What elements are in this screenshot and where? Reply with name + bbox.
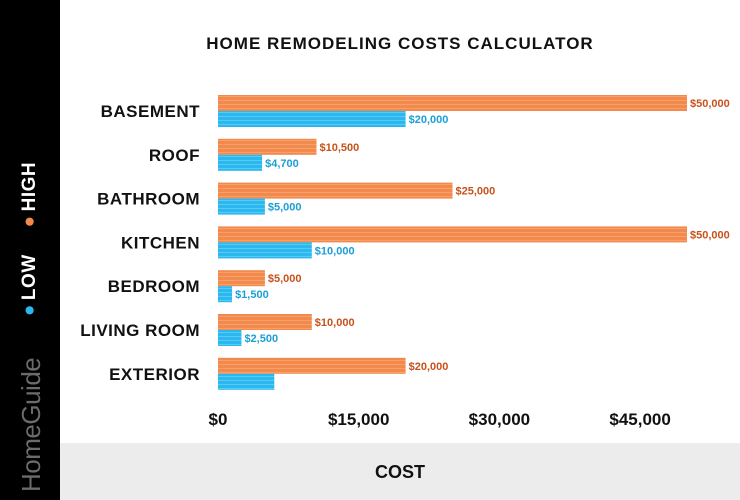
category-label-bedroom: BEDROOM	[108, 277, 200, 296]
bar-high-bathroom	[218, 182, 453, 199]
chart-title: HOME REMODELING COSTS CALCULATOR	[206, 34, 594, 53]
value-label-low-living-room: $2,500	[244, 333, 278, 345]
value-label-high-living-room: $10,000	[315, 317, 355, 329]
value-label-low-bedroom: $1,500	[235, 289, 269, 301]
x-tick-label: $45,000	[609, 410, 670, 429]
sidebar: ● LOW ● HIGH HomeGuide	[0, 0, 60, 500]
bar-high-kitchen	[218, 226, 687, 243]
category-labels: BASEMENT ROOF BATHROOM KITCHEN BEDROOM LIVING…	[80, 102, 201, 384]
value-label-low-kitchen: $10,000	[315, 245, 355, 257]
bar-low-living-room	[218, 330, 242, 346]
value-label-low-basement: $20,000	[409, 114, 449, 126]
bar-low-basement	[218, 111, 406, 127]
value-label-high-basement: $50,000	[690, 98, 730, 110]
value-label-high-bedroom: $5,000	[268, 273, 302, 285]
x-axis-title-band: COST	[60, 443, 740, 500]
bar-low-roof	[218, 154, 263, 171]
value-label-low-bathroom: $5,000	[268, 202, 302, 214]
value-label-low-roof: $4,700	[265, 158, 299, 170]
category-label-kitchen: KITCHEN	[121, 233, 200, 252]
category-label-roof: ROOF	[149, 146, 200, 165]
x-tick-label: $30,000	[469, 410, 530, 429]
bar-high-bedroom	[218, 270, 265, 287]
bar-low-bedroom	[218, 286, 233, 303]
x-tick-label: $0	[209, 410, 228, 429]
value-label-high-exterior: $20,000	[409, 361, 449, 373]
category-label-basement: BASEMENT	[101, 102, 201, 121]
bar-low-bathroom	[218, 198, 265, 215]
bars-group: $50,000 $20,000 $10,500 $4,700 $25,000 $5,000…	[218, 95, 730, 390]
x-tick-label: $15,000	[328, 410, 389, 429]
bar-low-exterior	[218, 373, 275, 390]
bar-high-roof	[218, 138, 317, 155]
value-label-high-roof: $10,500	[319, 142, 359, 154]
bar-high-living-room	[218, 314, 312, 330]
x-axis-ticks: $0 $15,000 $30,000 $45,000	[209, 410, 671, 429]
category-label-exterior: EXTERIOR	[109, 365, 200, 384]
category-label-living-room: LIVING ROOM	[80, 321, 200, 340]
value-label-high-bathroom: $25,000	[456, 186, 496, 198]
bar-high-basement	[218, 95, 687, 111]
bar-high-exterior	[218, 357, 406, 374]
x-axis-title: COST	[374, 462, 425, 482]
value-label-high-kitchen: $50,000	[690, 229, 730, 241]
bar-low-kitchen	[218, 242, 312, 259]
category-label-bathroom: BATHROOM	[97, 190, 200, 209]
